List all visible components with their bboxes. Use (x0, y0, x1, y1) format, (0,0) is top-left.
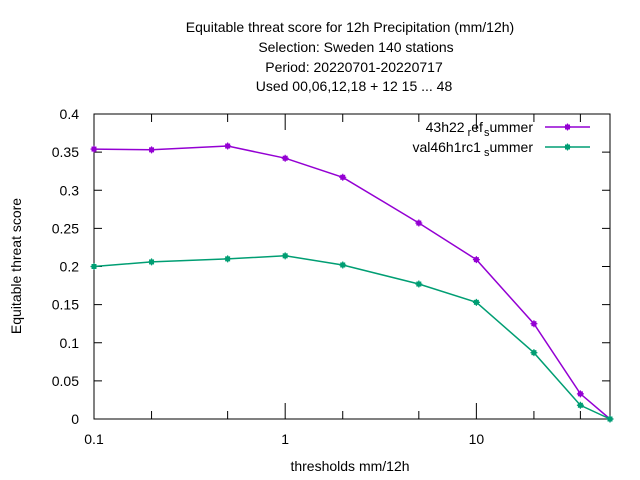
data-point-marker-series-1 (340, 174, 346, 180)
x-tick-label: 1 (281, 431, 289, 447)
data-point-marker-series-2 (607, 416, 613, 422)
data-point-marker-series-1 (531, 321, 537, 327)
data-point-marker-series-2 (416, 281, 422, 287)
y-tick-label: 0.35 (52, 144, 79, 160)
y-tick-label: 0.1 (60, 335, 80, 351)
y-tick-label: 0.3 (60, 182, 80, 198)
y-tick-label: 0.2 (60, 259, 80, 275)
data-point-marker-series-2 (149, 259, 155, 265)
data-point-marker-series-2 (225, 256, 231, 262)
x-tick-label: 10 (469, 431, 485, 447)
legend-label-series-2: val46h1rc1 summer (412, 139, 533, 159)
legend: 43h22 refsummer val46h1rc1 summer (412, 119, 590, 159)
y-axis-label: Equitable threat score (8, 198, 24, 334)
series-line-1 (93, 145, 611, 420)
data-point-marker-series-1 (225, 143, 231, 149)
data-point-marker-series-1 (282, 155, 288, 161)
data-point-marker-series-2 (282, 253, 288, 259)
y-tick-label: 0.4 (60, 106, 80, 122)
series-line-2 (93, 255, 611, 420)
axis-tick-labels: 0 0.05 0.1 0.15 0.2 0.25 0.3 0.35 0.4 0.1 1 10 (52, 106, 485, 447)
data-point-marker-series-1 (91, 146, 97, 152)
data-point-marker-series-2 (531, 350, 537, 356)
data-point-marker-series-2 (340, 262, 346, 268)
y-tick-label: 0.25 (52, 220, 79, 236)
title-line-4: Used 00,06,12,18 + 12 15 ... 48 (256, 78, 453, 94)
y-tick-label: 0 (71, 411, 79, 427)
title-line-2: Selection: Sweden 140 stations (258, 39, 453, 55)
x-axis-label: thresholds mm/12h (290, 458, 409, 474)
y-tick-label: 0.15 (52, 297, 79, 313)
data-point-marker-series-1 (577, 391, 583, 397)
legend-swatch-cross-1 (564, 123, 571, 131)
data-point-marker-series-2 (577, 402, 583, 408)
axis-ticks (93, 113, 611, 420)
data-point-marker-series-2 (473, 299, 479, 305)
chart-title: Equitable threat score for 12h Precipita… (186, 19, 514, 94)
data-point-marker-series-1 (149, 147, 155, 153)
plot-frame (93, 113, 611, 420)
y-tick-label: 0.05 (52, 373, 79, 389)
data-point-marker-series-1 (473, 257, 479, 263)
x-tick-label: 0.1 (84, 431, 104, 447)
legend-swatch-cross-2 (564, 143, 571, 151)
data-point-marker-series-1 (416, 220, 422, 226)
legend-label-series-1: 43h22 refsummer (426, 119, 534, 139)
data-point-marker-series-2 (91, 264, 97, 269)
title-line-1: Equitable threat score for 12h Precipita… (186, 19, 514, 35)
title-line-3: Period: 20220701-20220717 (265, 59, 443, 75)
series-layer (90, 142, 614, 423)
